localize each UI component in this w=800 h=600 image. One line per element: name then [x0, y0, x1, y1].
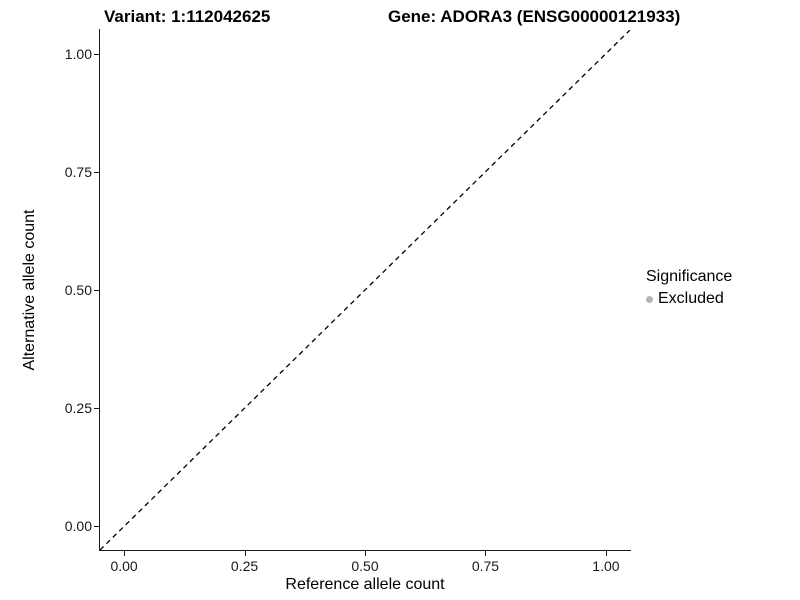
- x-tick-label: 0.25: [230, 558, 259, 574]
- x-tick-mark: [485, 551, 487, 556]
- legend-title: Significance: [646, 268, 733, 285]
- plot-title-variant: Variant: 1:112042625: [104, 7, 271, 26]
- x-axis-title: Reference allele count: [285, 576, 445, 593]
- plot-title-gene: Gene: ADORA3 (ENSG00000121933): [388, 7, 681, 26]
- plot-panel: [100, 30, 630, 550]
- x-tick-label: 0.00: [110, 558, 138, 574]
- y-axis-line: [99, 29, 100, 551]
- legend-item-label: Excluded: [658, 290, 724, 307]
- y-tick-mark: [94, 290, 99, 291]
- x-tick-mark: [124, 551, 126, 556]
- x-tick-label: 1.00: [592, 558, 620, 574]
- y-tick-label: 0.00: [64, 518, 92, 535]
- x-axis-line: [99, 550, 631, 551]
- y-tick-mark: [94, 526, 99, 528]
- legend: Significance Excluded: [646, 268, 732, 308]
- y-tick-label: 0.25: [64, 400, 92, 417]
- x-tick-label: 0.75: [471, 558, 500, 574]
- y-tick-label: 1.00: [64, 45, 92, 62]
- x-tick-mark: [605, 551, 607, 556]
- x-tick-mark: [365, 551, 366, 556]
- y-tick-mark: [94, 408, 99, 410]
- x-tick-mark: [244, 551, 246, 556]
- identity-dashed-line: [100, 30, 630, 550]
- x-tick-label: 0.50: [351, 558, 379, 574]
- y-axis-title: Alternative allele count: [21, 209, 38, 371]
- legend-item-excluded: Excluded: [646, 290, 732, 308]
- y-tick-mark: [94, 171, 99, 173]
- y-tick-label: 0.50: [64, 282, 92, 298]
- excluded-dot-icon: [646, 295, 653, 303]
- y-tick-mark: [94, 53, 99, 55]
- y-tick-label: 0.75: [64, 163, 92, 180]
